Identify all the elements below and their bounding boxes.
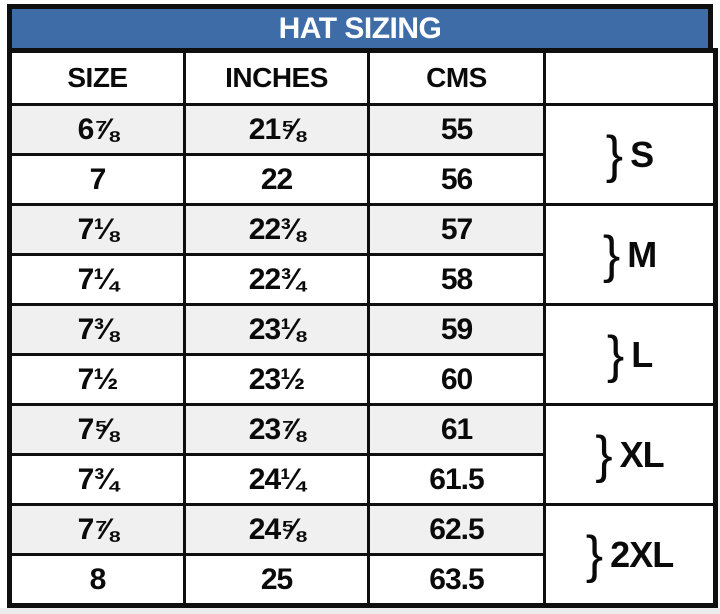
brace-glyph: } bbox=[595, 425, 613, 484]
size-cell: 7¾ bbox=[8, 453, 186, 506]
brace-glyph: } bbox=[585, 525, 604, 584]
size-group-cell-xl: } XL bbox=[543, 403, 717, 506]
table-row: 7⅜ 23⅛ 59 } L bbox=[8, 303, 717, 406]
size-group-cell-s: } S bbox=[543, 103, 717, 206]
table-row: 7 22 56 bbox=[8, 153, 716, 206]
cms-cell: 57 bbox=[367, 203, 546, 256]
size-group-label: S bbox=[630, 133, 654, 175]
cms-cell: 58 bbox=[367, 253, 546, 306]
cms-cell: 62.5 bbox=[367, 503, 546, 556]
image-edge-artifact bbox=[0, 608, 720, 614]
table-row: 7½ 23½ 60 bbox=[8, 353, 716, 406]
cms-cell: 61 bbox=[367, 403, 546, 456]
size-cell: 7⅜ bbox=[8, 303, 186, 356]
table-row: 8 25 63.5 bbox=[8, 553, 716, 607]
size-group-cell-m: } M bbox=[543, 203, 717, 306]
inches-cell: 21⅝ bbox=[183, 103, 370, 156]
cms-cell: 63.5 bbox=[367, 553, 546, 607]
size-cell: 6⅞ bbox=[8, 103, 186, 156]
column-header-cms: CMS bbox=[367, 49, 546, 106]
column-header-group bbox=[543, 49, 717, 106]
inches-cell: 23½ bbox=[183, 353, 370, 406]
inches-cell: 23⅞ bbox=[183, 403, 370, 456]
column-header-inches: INCHES bbox=[183, 49, 370, 106]
size-cell: 7½ bbox=[8, 353, 186, 406]
size-group-label: L bbox=[631, 333, 653, 375]
column-header-row: SIZE INCHES CMS bbox=[8, 49, 717, 106]
size-cell: 7⅛ bbox=[8, 203, 186, 256]
size-group-label: 2XL bbox=[610, 533, 674, 575]
inches-cell: 24¼ bbox=[183, 453, 370, 506]
size-group-label: XL bbox=[619, 433, 665, 475]
column-header-size: SIZE bbox=[8, 49, 186, 106]
brace-glyph: } bbox=[602, 225, 621, 284]
table-row: 7⅞ 24⅝ 62.5 } 2XL bbox=[8, 503, 717, 607]
table-row: 7¾ 24¼ 61.5 bbox=[8, 453, 716, 506]
table-row: 7⅝ 23⅞ 61 } XL bbox=[8, 403, 717, 506]
cms-cell: 59 bbox=[367, 303, 546, 356]
brace-glyph: } bbox=[606, 325, 625, 384]
cms-cell: 61.5 bbox=[367, 453, 546, 506]
size-cell: 7 bbox=[8, 153, 186, 206]
size-group-label: M bbox=[627, 233, 657, 275]
size-group-cell-2xl: } 2XL bbox=[543, 503, 717, 607]
inches-cell: 25 bbox=[183, 553, 370, 607]
table-row: 7⅛ 22⅜ 57 } M bbox=[8, 203, 717, 306]
sizing-table: SIZE INCHES CMS 6⅞ 21⅝ 55 } S 7 22 bbox=[7, 48, 718, 608]
brace-glyph: } bbox=[605, 125, 624, 184]
inches-cell: 24⅝ bbox=[183, 503, 370, 556]
size-cell: 7¼ bbox=[8, 253, 186, 306]
cms-cell: 56 bbox=[367, 153, 546, 206]
size-cell: 7⅞ bbox=[8, 503, 186, 556]
size-group-cell-l: } L bbox=[543, 303, 717, 406]
cms-cell: 55 bbox=[367, 103, 546, 156]
inches-cell: 22¾ bbox=[183, 253, 370, 306]
chart-title-bar: HAT SIZING bbox=[7, 4, 713, 48]
inches-cell: 22⅜ bbox=[183, 203, 370, 256]
size-cell: 8 bbox=[8, 553, 186, 607]
table-row: 6⅞ 21⅝ 55 } S bbox=[8, 103, 717, 206]
sizing-table-sheet: HAT SIZING SIZE INCHES CMS 6⅞ bbox=[7, 4, 718, 608]
table-row: 7¼ 22¾ 58 bbox=[8, 253, 716, 306]
size-cell: 7⅝ bbox=[8, 403, 186, 456]
chart-title: HAT SIZING bbox=[278, 11, 442, 45]
cms-cell: 60 bbox=[367, 353, 546, 406]
inches-cell: 23⅛ bbox=[183, 303, 370, 356]
inches-cell: 22 bbox=[183, 153, 370, 206]
